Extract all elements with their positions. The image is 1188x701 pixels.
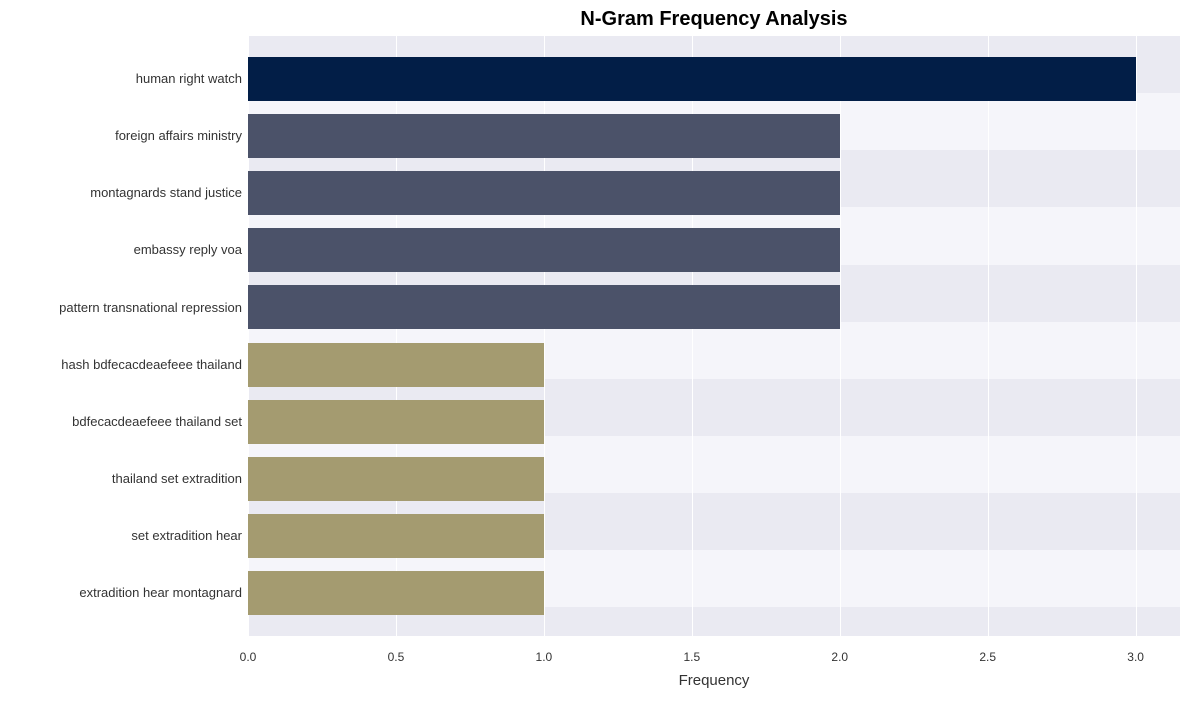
x-tick-label: 2.5 xyxy=(979,650,996,664)
bar xyxy=(248,571,544,615)
x-tick-label: 0.0 xyxy=(240,650,257,664)
y-tick-label: hash bdfecacdeaefeee thailand xyxy=(61,357,242,372)
y-tick-label: extradition hear montagnard xyxy=(79,585,242,600)
x-tick-label: 2.0 xyxy=(831,650,848,664)
y-tick-label: foreign affairs ministry xyxy=(115,128,242,143)
y-tick-label: montagnards stand justice xyxy=(90,185,242,200)
chart-title: N-Gram Frequency Analysis xyxy=(248,8,1180,31)
bar xyxy=(248,285,840,329)
x-tick-label: 0.5 xyxy=(388,650,405,664)
bar xyxy=(248,114,840,158)
bar xyxy=(248,57,1136,101)
bar xyxy=(248,457,544,501)
y-tick-label: human right watch xyxy=(136,71,242,86)
bar xyxy=(248,228,840,272)
gridline xyxy=(988,36,989,636)
y-tick-label: embassy reply voa xyxy=(134,242,242,257)
x-tick-label: 1.0 xyxy=(536,650,553,664)
y-tick-label: set extradition hear xyxy=(131,528,242,543)
ngram-frequency-chart: N-Gram Frequency Analysis human right wa… xyxy=(0,0,1188,701)
y-tick-label: pattern transnational repression xyxy=(59,300,242,315)
bar xyxy=(248,400,544,444)
gridline xyxy=(1136,36,1137,636)
bar xyxy=(248,343,544,387)
y-tick-label: bdfecacdeaefeee thailand set xyxy=(72,414,242,429)
bar xyxy=(248,171,840,215)
x-tick-label: 3.0 xyxy=(1127,650,1144,664)
gridline xyxy=(840,36,841,636)
x-tick-label: 1.5 xyxy=(683,650,700,664)
plot-area xyxy=(248,36,1180,636)
x-axis-label: Frequency xyxy=(248,672,1180,689)
bar xyxy=(248,514,544,558)
y-tick-label: thailand set extradition xyxy=(112,471,242,486)
